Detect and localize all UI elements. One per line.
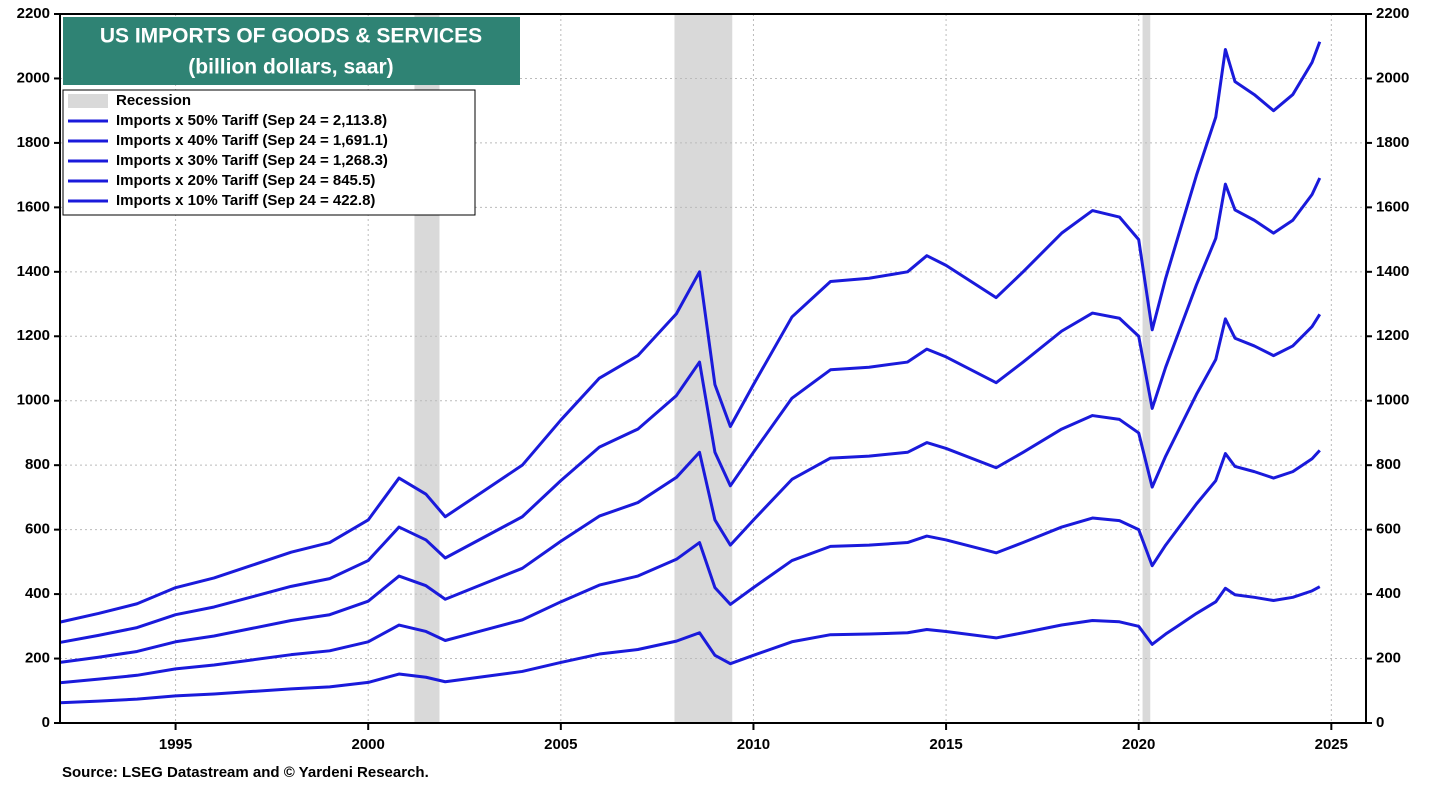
legend-label: Imports x 20% Tariff (Sep 24 = 845.5)	[116, 172, 375, 189]
legend-box	[62, 89, 476, 216]
series-line	[59, 313, 1322, 664]
y-tick-label: 1000	[17, 392, 50, 409]
x-tick-label: 2020	[1122, 736, 1155, 753]
y-tick-label: 800	[25, 456, 50, 473]
series-line	[59, 449, 1321, 685]
x-tick-label: 1995	[159, 736, 192, 753]
chart-subtitle: (billion dollars, saar)	[188, 56, 393, 79]
legend-label: Recession	[116, 92, 191, 109]
recession-band	[674, 14, 733, 723]
y-tick-label: 1600	[17, 198, 50, 215]
y-tick-label: 0	[42, 714, 50, 731]
y2-tick-label: 200	[1376, 650, 1401, 667]
x-tick-label: 2025	[1315, 736, 1348, 753]
y-tick-label: 1200	[17, 327, 50, 344]
plot-frame	[59, 13, 1367, 724]
series-line	[59, 41, 1322, 624]
y-tick-label: 2000	[17, 69, 50, 86]
y-tick-label: 1400	[17, 263, 50, 280]
y2-tick-label: 2000	[1376, 69, 1409, 86]
y2-tick-label: 2200	[1376, 5, 1409, 22]
y2-tick-label: 1600	[1376, 198, 1409, 215]
y2-tick-label: 1000	[1376, 392, 1409, 409]
x-tick-label: 2005	[544, 736, 577, 753]
series-line	[59, 585, 1321, 705]
legend-label: Imports x 10% Tariff (Sep 24 = 422.8)	[116, 192, 375, 209]
recession-band	[1142, 14, 1151, 723]
legend-label: Imports x 50% Tariff (Sep 24 = 2,113.8)	[116, 112, 387, 129]
y-tick-label: 400	[25, 585, 50, 602]
y-tick-label: 600	[25, 521, 50, 538]
y2-tick-label: 0	[1376, 714, 1384, 731]
x-tick-label: 2010	[737, 736, 770, 753]
y-tick-label: 200	[25, 650, 50, 667]
x-tick-label: 2000	[352, 736, 385, 753]
x-tick-label: 2015	[929, 736, 962, 753]
y2-tick-label: 1400	[1376, 263, 1409, 280]
legend-swatch	[68, 94, 108, 108]
y2-tick-label: 1800	[1376, 134, 1409, 151]
y2-tick-label: 600	[1376, 521, 1401, 538]
y2-tick-label: 800	[1376, 456, 1401, 473]
chart-title: US IMPORTS OF GOODS & SERVICES	[100, 25, 482, 48]
title-box	[63, 17, 520, 85]
y2-tick-label: 400	[1376, 585, 1401, 602]
series-line	[59, 177, 1322, 644]
y-tick-label: 1800	[17, 134, 50, 151]
y2-tick-label: 1200	[1376, 327, 1409, 344]
legend-label: Imports x 30% Tariff (Sep 24 = 1,268.3)	[116, 152, 388, 169]
source: Source: LSEG Datastream and © Yardeni Re…	[62, 764, 429, 781]
legend-label: Imports x 40% Tariff (Sep 24 = 1,691.1)	[116, 132, 388, 149]
y-tick-label: 2200	[17, 5, 50, 22]
